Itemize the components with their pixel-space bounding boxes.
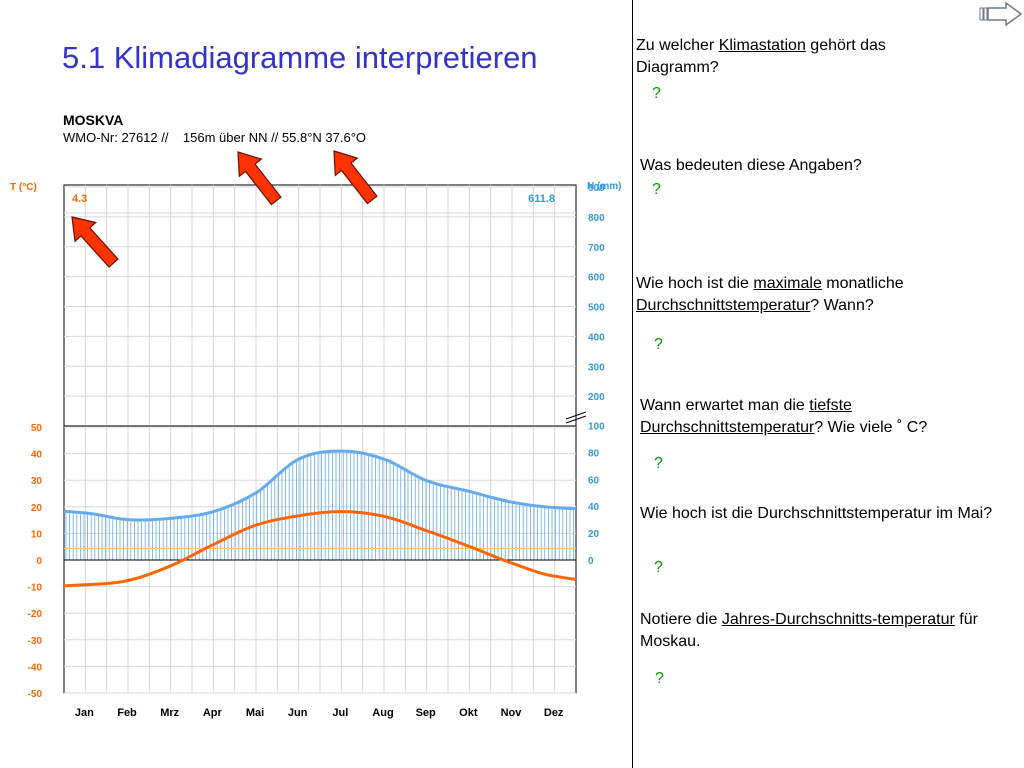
temperature-tick-label: 20 bbox=[31, 503, 43, 514]
precipitation-axis-label: N (mm) bbox=[587, 181, 621, 192]
precipitation-tick-label: 200 bbox=[588, 392, 605, 403]
month-label: Jun bbox=[288, 707, 308, 719]
month-label: Jan bbox=[75, 707, 94, 719]
precipitation-tick-label: 60 bbox=[588, 475, 600, 486]
temperature-tick-label: -30 bbox=[28, 636, 43, 647]
precipitation-tick-label: 100 bbox=[588, 422, 605, 433]
temperature-tick-label: 40 bbox=[31, 450, 43, 461]
answer-5[interactable]: ? bbox=[654, 559, 663, 576]
annual-precipitation-value: 611.8 bbox=[528, 193, 555, 205]
annual-temperature-value: 4.3 bbox=[72, 193, 87, 205]
station-info: WMO-Nr: 27612 // 156m über NN // 55.8°N … bbox=[63, 130, 367, 145]
temperature-tick-label: -20 bbox=[28, 609, 43, 620]
axis-break-mark bbox=[565, 411, 587, 420]
precipitation-tick-label: 0 bbox=[588, 556, 594, 567]
month-label: Aug bbox=[372, 707, 393, 719]
arrow-annual-temperature bbox=[71, 216, 119, 268]
next-slide-button[interactable] bbox=[978, 2, 1022, 26]
answer-6[interactable]: ? bbox=[655, 670, 664, 687]
month-label: Dez bbox=[544, 707, 564, 719]
month-label: Mrz bbox=[160, 707, 179, 719]
red-arrow-shape bbox=[237, 151, 282, 206]
question-4: Wann erwartet man die tiefste Durchschni… bbox=[640, 397, 928, 436]
temperature-tick-label: -40 bbox=[28, 662, 43, 673]
arrow-right-icon bbox=[979, 2, 1022, 26]
temperature-line bbox=[63, 510, 577, 588]
month-label: Jul bbox=[332, 707, 348, 719]
month-label: Okt bbox=[459, 707, 478, 719]
axis-break-mark bbox=[565, 415, 587, 424]
precipitation-tick-label: 900 bbox=[588, 183, 605, 194]
temperature-tick-label: 50 bbox=[31, 423, 43, 434]
precipitation-tick-label: 400 bbox=[588, 332, 605, 343]
month-label: Feb bbox=[117, 707, 137, 719]
precipitation-tick-label: 700 bbox=[588, 243, 605, 254]
precipitation-tick-label: 600 bbox=[588, 273, 605, 284]
month-label: Apr bbox=[203, 707, 223, 719]
page-title: 5.1 Klimadiagramme interpretieren bbox=[62, 40, 538, 75]
temperature-tick-label: -50 bbox=[28, 689, 43, 700]
month-label: Nov bbox=[501, 707, 523, 719]
column-divider bbox=[632, 0, 633, 768]
red-arrow-shape bbox=[333, 150, 378, 205]
precipitation-tick-label: 40 bbox=[588, 502, 600, 513]
temperature-tick-label: -10 bbox=[28, 583, 43, 594]
station-name: MOSKVA bbox=[63, 112, 124, 128]
precipitation-tick-label: 300 bbox=[588, 362, 605, 373]
answer-2[interactable]: ? bbox=[652, 181, 661, 198]
term-klimastation: Klimastation bbox=[718, 37, 806, 54]
temperature-tick-label: 30 bbox=[31, 476, 43, 487]
precipitation-line bbox=[63, 449, 577, 522]
precipitation-tick-label: 20 bbox=[588, 529, 600, 540]
question-1: Zu welcher Klimastation gehört das Diagr… bbox=[636, 37, 886, 76]
month-label: Sep bbox=[416, 707, 436, 719]
climate-chart: T (°C) N (mm)4.3 611.850403020100-10-20-30… bbox=[10, 150, 621, 719]
temperature-axis-label: T (°C) bbox=[10, 182, 37, 193]
red-arrow-shape bbox=[71, 216, 119, 268]
month-label: Mai bbox=[246, 707, 264, 719]
arrow-elevation bbox=[237, 151, 282, 206]
precipitation-tick-label: 800 bbox=[588, 213, 605, 224]
question-3: Wie hoch ist die maximale monatliche Dur… bbox=[636, 275, 904, 314]
answer-4[interactable]: ? bbox=[654, 455, 663, 472]
temperature-tick-label: 10 bbox=[31, 529, 43, 540]
precipitation-tick-label: 500 bbox=[588, 303, 605, 314]
precipitation-tick-label: 80 bbox=[588, 448, 600, 459]
temperature-tick-label: 0 bbox=[36, 556, 42, 567]
question-5: Wie hoch ist die Durchschnittstemperatur… bbox=[640, 505, 993, 522]
answer-3[interactable]: ? bbox=[654, 336, 663, 353]
answer-1[interactable]: ? bbox=[652, 85, 661, 102]
question-2: Was bedeuten diese Angaben? bbox=[640, 157, 862, 174]
arrow-coordinates bbox=[333, 150, 378, 205]
question-6: Notiere die Jahres-Durchschnitts-tempera… bbox=[640, 611, 978, 650]
